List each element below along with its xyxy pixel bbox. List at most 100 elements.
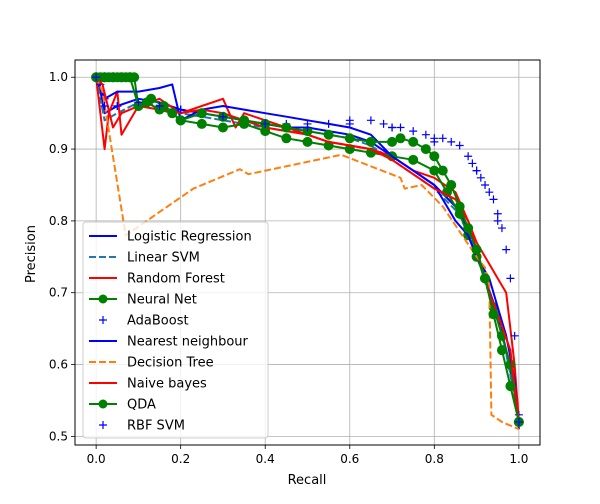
data-point (108, 72, 119, 83)
data-point (408, 154, 419, 165)
data-point (446, 179, 457, 190)
data-point (281, 133, 292, 144)
data-point (468, 159, 477, 168)
legend-label: Logistic Regression (127, 230, 252, 245)
legend-label: Decision Tree (127, 356, 214, 371)
legend-label: Neural Net (127, 293, 197, 308)
data-point (438, 134, 447, 143)
data-point (506, 274, 515, 283)
legend-item: QDA (89, 398, 156, 413)
x-tick-label: 0.0 (87, 452, 106, 466)
data-point (302, 136, 313, 147)
legend-item: Decision Tree (89, 356, 214, 371)
data-point (476, 173, 485, 182)
data-point (447, 137, 456, 146)
data-point (196, 108, 207, 119)
legend-marker (99, 316, 107, 324)
legend-item: AdaBoost (99, 314, 189, 329)
data-point (196, 118, 207, 129)
data-point (141, 97, 152, 108)
data-point (396, 123, 405, 132)
y-tick-label: 0.6 (49, 358, 68, 372)
legend-marker (99, 421, 107, 429)
data-point (510, 331, 519, 340)
legend-item: Random Forest (89, 272, 225, 287)
data-point (345, 119, 354, 128)
legend-marker (98, 294, 108, 304)
data-point (464, 152, 473, 161)
legend: Logistic Regression Linear SVM Random Fore… (82, 221, 269, 439)
data-point (176, 105, 185, 114)
data-point (408, 136, 419, 147)
legend-item: Logistic Regression (89, 230, 252, 245)
data-point (454, 201, 465, 212)
data-point (217, 122, 228, 133)
data-point (463, 223, 474, 234)
data-point (155, 101, 164, 110)
series-rbf-svm (92, 73, 523, 427)
data-point (92, 73, 101, 82)
data-point (239, 115, 250, 126)
data-point (116, 72, 127, 83)
x-tick-label: 0.4 (256, 452, 275, 466)
data-point (366, 116, 375, 125)
x-tick-label: 0.6 (340, 452, 359, 466)
data-point (379, 119, 388, 128)
series-layer (91, 72, 524, 431)
data-point (124, 72, 135, 83)
data-point (489, 195, 498, 204)
series-decision-tree (95, 76, 520, 431)
data-point (261, 119, 270, 128)
legend-item: RBF SVM (99, 419, 185, 434)
data-point (281, 122, 292, 133)
legend-label: Random Forest (127, 272, 225, 287)
legend-item: Neural Net (89, 293, 197, 308)
data-point (218, 112, 227, 121)
data-point (113, 101, 122, 110)
data-point (429, 151, 440, 162)
legend-label: Linear SVM (127, 251, 200, 266)
legend-box (82, 221, 269, 439)
data-point (471, 244, 482, 255)
data-point (387, 136, 398, 147)
series-line (95, 76, 520, 431)
data-point (502, 245, 511, 254)
data-point (409, 127, 418, 136)
legend-marker (98, 399, 108, 409)
data-point (472, 166, 481, 175)
y-tick-label: 0.8 (49, 214, 68, 228)
data-point (395, 133, 406, 144)
data-point (430, 137, 439, 146)
data-point (485, 188, 494, 197)
data-point (514, 418, 523, 427)
x-axis-label: Recall (288, 473, 327, 488)
legend-item: Linear SVM (89, 251, 200, 266)
data-point (365, 136, 376, 147)
data-point (323, 129, 334, 140)
legend-item: Nearest neighbour (89, 335, 249, 350)
data-point (481, 180, 490, 189)
data-point (497, 224, 506, 233)
series-nearest-neighbour (95, 76, 520, 430)
data-point (100, 101, 109, 110)
y-axis-label: Precision (24, 225, 39, 283)
y-tick-label: 0.9 (49, 142, 68, 156)
data-point (480, 273, 491, 284)
y-tick-label: 0.7 (49, 286, 68, 300)
legend-item: Naive bayes (89, 377, 207, 392)
data-point (420, 144, 431, 155)
data-point (429, 165, 440, 176)
data-point (496, 345, 507, 356)
data-point (175, 115, 186, 126)
axes-frame (74, 59, 541, 446)
data-point (134, 98, 143, 107)
data-point (344, 133, 355, 144)
data-point (388, 123, 397, 132)
legend-label: Naive bayes (127, 377, 207, 392)
ticks: 0.0 0.2 0.4 0.6 0.8 1.0 0.5 0.6 0.7 0.8 0.9 1.0 (49, 70, 529, 466)
y-tick-label: 0.5 (49, 429, 68, 443)
data-point (505, 381, 516, 392)
data-point (488, 309, 499, 320)
x-tick-label: 1.0 (509, 452, 528, 466)
data-point (303, 123, 312, 132)
